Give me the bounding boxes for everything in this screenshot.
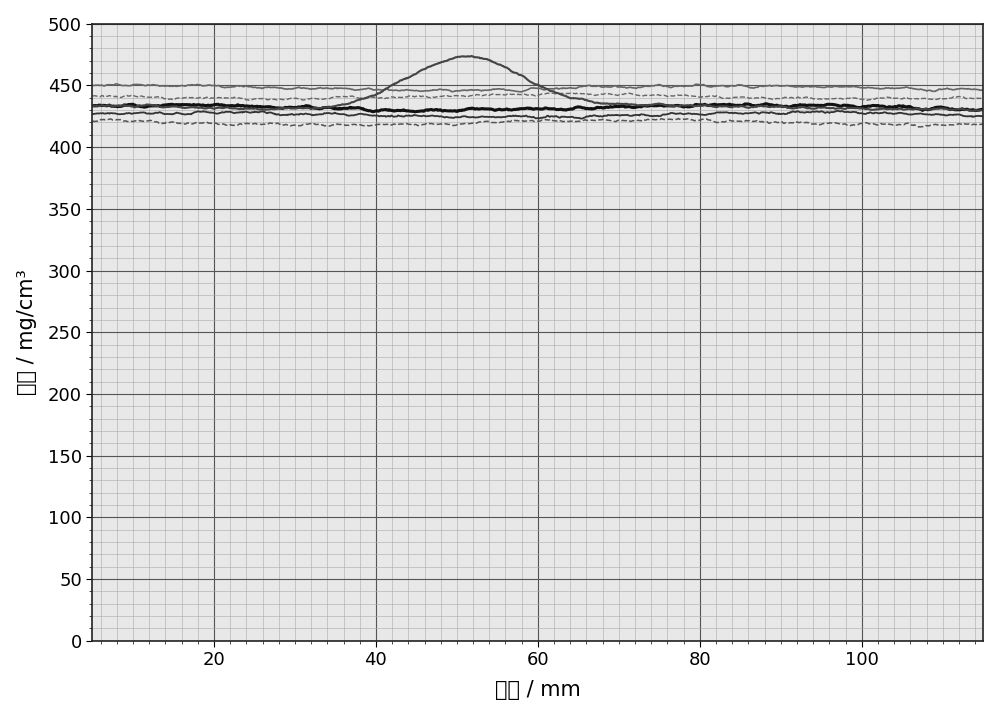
X-axis label: 距离 / mm: 距离 / mm (495, 680, 581, 701)
Y-axis label: 密度 / mg/cm³: 密度 / mg/cm³ (17, 270, 37, 395)
